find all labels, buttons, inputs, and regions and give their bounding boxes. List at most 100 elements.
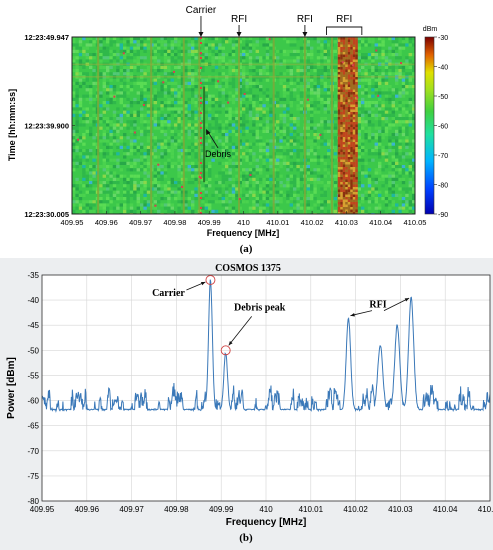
rfi-band-cell xyxy=(340,189,343,192)
spectrogram-cell xyxy=(299,101,304,105)
spectrogram-cell xyxy=(123,177,127,181)
spectrogram-cell xyxy=(388,181,392,185)
spectrogram-cell xyxy=(177,101,181,105)
spectrogram-cell xyxy=(231,142,236,146)
spectrogram-cell xyxy=(398,94,402,98)
rfi-band-cell xyxy=(337,57,341,60)
spectrogram-cell xyxy=(180,94,185,98)
spectrogram-cell xyxy=(174,43,178,47)
spectrogram-cell xyxy=(252,133,256,137)
spectrogram-cell xyxy=(214,120,219,124)
spectrogram-cell xyxy=(245,110,249,114)
spectrogram-cell xyxy=(279,184,283,188)
spectrogram-cell xyxy=(235,174,239,178)
spectrogram-cell xyxy=(146,174,151,178)
spectrogram-cell xyxy=(218,187,222,191)
spectrogram-cell xyxy=(133,184,137,188)
spectrogram-cell xyxy=(293,129,297,133)
y-ticks: -35-40-45-50-55-60-65-70-75-80 xyxy=(27,271,39,506)
spectrogram-cell xyxy=(180,168,185,172)
spectrogram-cell xyxy=(75,129,79,133)
spectrogram-cell xyxy=(235,145,239,149)
spectrogram-cell xyxy=(245,126,249,130)
spectrogram-cell xyxy=(384,149,389,153)
spectrogram-cell xyxy=(398,168,402,172)
spectrogram-cell xyxy=(89,181,93,185)
spectrogram-cell xyxy=(245,181,249,185)
spectrogram-cell xyxy=(293,174,297,178)
spectrogram-cell xyxy=(299,197,304,201)
spectrogram-cell xyxy=(276,174,280,178)
spectrogram-cell xyxy=(235,181,239,185)
spectrogram-cell xyxy=(170,94,174,98)
spectrogram-cell xyxy=(405,43,409,47)
spectrogram-cell xyxy=(194,139,198,143)
spectrogram-cell xyxy=(248,209,253,213)
spectrogram-cell xyxy=(282,184,287,188)
spectrogram-cell xyxy=(129,56,134,60)
spectrogram-cell xyxy=(228,91,232,95)
spectrogram-cell xyxy=(194,190,198,194)
spectrogram-cell xyxy=(85,200,89,204)
spectrogram-cell xyxy=(146,110,151,114)
rfi-band-cell xyxy=(340,114,343,117)
spectrogram-cell xyxy=(289,165,293,169)
spectrogram-cell xyxy=(242,69,246,73)
spectrogram-cell xyxy=(112,123,117,127)
spectrogram-cell xyxy=(201,37,205,41)
spectrogram-cell xyxy=(391,145,395,149)
spectrogram-cell xyxy=(299,149,304,153)
spectrogram-cell xyxy=(374,145,378,149)
spectrogram-cell xyxy=(109,65,113,69)
spectrogram-cell xyxy=(191,43,195,47)
rfi-band-cell xyxy=(347,152,351,155)
spectrogram-cell xyxy=(106,69,110,73)
spectrogram-cell xyxy=(157,187,161,191)
spectrogram-cell xyxy=(133,197,137,201)
spectrogram-cell xyxy=(313,177,317,181)
spectrogram-cell xyxy=(163,171,168,175)
spectrogram-cell xyxy=(211,97,215,101)
spectrogram-cell xyxy=(194,168,198,172)
spectrogram-cell xyxy=(333,142,338,146)
spectrogram-cell xyxy=(177,181,181,185)
spectrogram-cell xyxy=(99,136,103,140)
rfi-band-cell xyxy=(352,179,356,182)
spectrogram-cell xyxy=(180,46,185,50)
spectrogram-cell xyxy=(265,88,270,92)
rfi-band-cell xyxy=(340,112,343,115)
spectrogram-cell xyxy=(276,49,280,53)
spectrogram-cell xyxy=(333,56,338,60)
spectrogram-cell xyxy=(157,46,161,50)
rfi-band-cell xyxy=(340,87,343,90)
spectrogram-cell xyxy=(163,123,168,127)
rfi-band-cell xyxy=(340,142,343,145)
spectrogram-cell xyxy=(378,78,382,82)
spectrogram-cell xyxy=(112,88,117,92)
spectrogram-cell xyxy=(72,97,76,101)
spectrogram-cell xyxy=(276,203,280,207)
spectrogram-cell xyxy=(123,133,127,137)
spectrogram-cell xyxy=(133,187,137,191)
spectrogram-cell xyxy=(177,152,181,156)
spectrogram-cell xyxy=(92,40,96,44)
spectrogram-cell xyxy=(167,88,171,92)
rfi-band-cell xyxy=(350,72,353,75)
spectrogram-cell xyxy=(255,107,259,111)
spectrogram-cell xyxy=(388,123,392,127)
spectrogram-cell xyxy=(180,139,185,143)
spectrogram-cell xyxy=(143,187,147,191)
spectrogram-cell xyxy=(153,161,157,165)
spectrogram-cell xyxy=(102,107,106,111)
spectrogram-cell xyxy=(99,53,103,57)
spectrogram-cell xyxy=(235,88,239,92)
spectrogram-cell xyxy=(299,78,304,82)
spectrogram-cell xyxy=(412,53,415,57)
spectrogram-cell xyxy=(106,65,110,69)
spectrogram-cell xyxy=(316,46,321,50)
rfi-band-cell xyxy=(345,207,348,210)
spectrogram-cell xyxy=(320,133,324,137)
spectrogram-cell xyxy=(316,69,321,73)
spectrogram-cell xyxy=(235,40,239,44)
spectrogram-cell xyxy=(160,69,164,73)
